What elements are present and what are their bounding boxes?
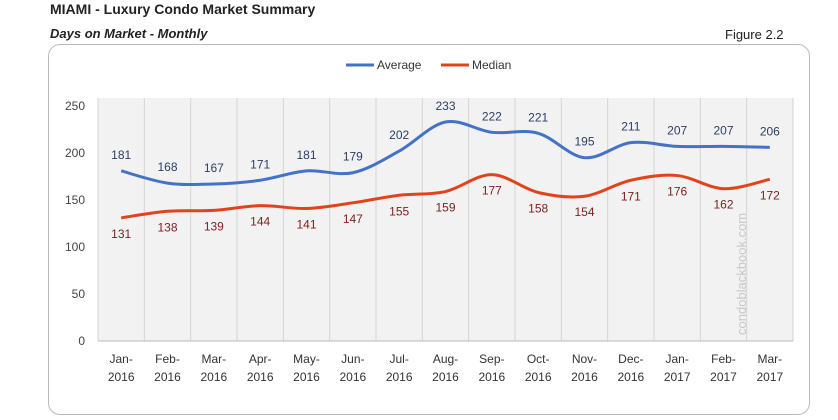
data-label: 141 xyxy=(296,217,316,231)
data-label: 211 xyxy=(621,120,640,134)
chart-title: MIAMI - Luxury Condo Market Summary xyxy=(50,1,316,17)
x-tick-label: 2016 xyxy=(432,370,459,384)
y-tick-label: 50 xyxy=(72,287,86,301)
legend-label: Median xyxy=(472,58,511,72)
series-line-median xyxy=(120,173,771,220)
x-tick-label: Aug- xyxy=(433,352,458,366)
x-tick-label: 2016 xyxy=(293,370,320,384)
x-tick-label: 2016 xyxy=(154,370,181,384)
chart-subtitle: Days on Market - Monthly xyxy=(50,26,208,41)
chart-frame xyxy=(48,44,810,415)
x-tick-label: Feb- xyxy=(711,352,736,366)
x-tick-label: 2017 xyxy=(756,370,783,384)
data-label: 159 xyxy=(435,201,455,215)
y-tick-label: 150 xyxy=(65,193,85,207)
x-tick-label: 2016 xyxy=(571,370,598,384)
x-tick-label: Feb- xyxy=(155,352,180,366)
x-tick-label: 2016 xyxy=(247,370,274,384)
x-tick-label: 2016 xyxy=(386,370,413,384)
data-label: 206 xyxy=(760,124,780,138)
data-label: 139 xyxy=(204,219,224,233)
data-label: 155 xyxy=(389,204,409,218)
data-label: 207 xyxy=(713,123,733,137)
data-label: 131 xyxy=(111,227,131,241)
x-tick-label: Jul- xyxy=(389,352,408,366)
plot-area xyxy=(98,98,793,341)
figure-number: Figure 2.2 xyxy=(725,27,784,42)
x-tick-label: 2016 xyxy=(108,370,135,384)
data-label: 167 xyxy=(204,161,224,175)
data-label: 147 xyxy=(343,212,363,226)
data-label: 154 xyxy=(574,205,594,219)
x-tick-label: Nov- xyxy=(572,352,597,366)
series-line-average xyxy=(120,119,770,187)
y-tick-label: 200 xyxy=(65,146,85,160)
x-tick-label: Apr- xyxy=(249,352,272,366)
x-tick-label: 2016 xyxy=(478,370,505,384)
data-label: 181 xyxy=(111,148,131,162)
x-tick-label: Oct- xyxy=(527,352,550,366)
x-tick-label: Sep- xyxy=(479,352,504,366)
x-tick-label: Dec- xyxy=(618,352,643,366)
data-label: 233 xyxy=(435,99,455,113)
x-tick-label: May- xyxy=(293,352,320,366)
x-tick-label: 2016 xyxy=(525,370,552,384)
x-tick-label: Jan- xyxy=(665,352,688,366)
x-tick-label: Jan- xyxy=(109,352,132,366)
x-tick-label: 2016 xyxy=(617,370,644,384)
legend-label: Average xyxy=(377,58,422,72)
data-label: 158 xyxy=(528,201,548,215)
data-label: 168 xyxy=(157,160,177,174)
x-tick-label: 2016 xyxy=(339,370,366,384)
data-label: 171 xyxy=(250,157,270,171)
data-label: 177 xyxy=(482,184,502,198)
data-label: 176 xyxy=(667,185,687,199)
data-label: 144 xyxy=(250,215,270,229)
y-tick-label: 100 xyxy=(65,240,85,254)
data-label: 207 xyxy=(667,123,687,137)
x-tick-label: 2017 xyxy=(664,370,691,384)
data-label: 172 xyxy=(760,188,780,202)
x-tick-label: Mar- xyxy=(757,352,782,366)
data-label: 179 xyxy=(343,150,363,164)
x-tick-label: 2017 xyxy=(710,370,737,384)
data-label: 181 xyxy=(296,148,316,162)
watermark: condoblackbook.com xyxy=(734,213,749,335)
data-label: 195 xyxy=(574,135,594,149)
data-label: 171 xyxy=(621,189,641,203)
x-tick-label: Jun- xyxy=(341,352,364,366)
x-tick-label: 2016 xyxy=(200,370,227,384)
data-label: 138 xyxy=(157,220,177,234)
x-tick-label: Mar- xyxy=(201,352,226,366)
data-label: 221 xyxy=(528,110,548,124)
y-tick-label: 250 xyxy=(65,99,85,113)
data-label: 222 xyxy=(482,109,502,123)
data-label: 162 xyxy=(713,198,733,212)
data-label: 202 xyxy=(389,128,409,142)
y-tick-label: 0 xyxy=(78,334,85,348)
